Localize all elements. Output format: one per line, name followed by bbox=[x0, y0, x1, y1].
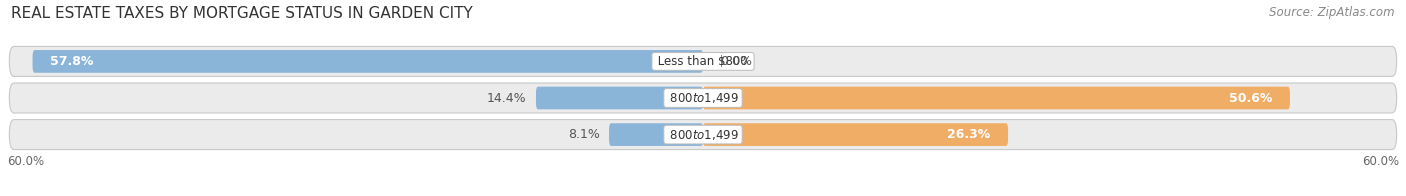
Text: Source: ZipAtlas.com: Source: ZipAtlas.com bbox=[1270, 6, 1395, 19]
Text: 57.8%: 57.8% bbox=[51, 55, 93, 68]
FancyBboxPatch shape bbox=[703, 87, 1289, 109]
Text: REAL ESTATE TAXES BY MORTGAGE STATUS IN GARDEN CITY: REAL ESTATE TAXES BY MORTGAGE STATUS IN … bbox=[11, 6, 472, 21]
Text: 60.0%: 60.0% bbox=[1362, 155, 1399, 168]
Text: 26.3%: 26.3% bbox=[948, 128, 991, 141]
Legend: Without Mortgage, With Mortgage: Without Mortgage, With Mortgage bbox=[567, 192, 839, 196]
FancyBboxPatch shape bbox=[536, 87, 703, 109]
Text: 8.1%: 8.1% bbox=[568, 128, 600, 141]
Text: 50.6%: 50.6% bbox=[1229, 92, 1272, 104]
Text: $800 to $1,499: $800 to $1,499 bbox=[666, 128, 740, 142]
FancyBboxPatch shape bbox=[32, 50, 703, 73]
Text: 0.0%: 0.0% bbox=[720, 55, 752, 68]
FancyBboxPatch shape bbox=[10, 46, 1396, 76]
Text: $800 to $1,499: $800 to $1,499 bbox=[666, 91, 740, 105]
Text: 14.4%: 14.4% bbox=[486, 92, 527, 104]
Text: 60.0%: 60.0% bbox=[7, 155, 44, 168]
FancyBboxPatch shape bbox=[609, 123, 703, 146]
FancyBboxPatch shape bbox=[10, 120, 1396, 150]
FancyBboxPatch shape bbox=[10, 83, 1396, 113]
FancyBboxPatch shape bbox=[703, 123, 1008, 146]
Text: Less than $800: Less than $800 bbox=[654, 55, 752, 68]
